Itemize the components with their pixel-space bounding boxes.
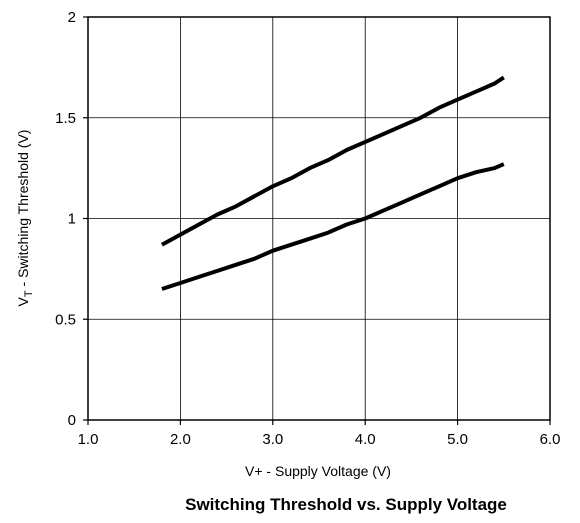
y-tick-label: 1 [68,211,76,228]
series-line-1 [160,75,505,247]
y-axis-label-main: V [15,296,31,306]
y-tick-label: 0.5 [55,311,76,328]
series-layer [160,75,505,291]
y-tick-label: 0 [68,412,76,429]
x-tick-label: 6.0 [540,431,561,448]
x-axis-label: V+ - Supply Voltage (V) [245,463,391,479]
y-tick-label: 1.5 [55,110,76,127]
tick-marks [83,16,551,425]
chart-title: Switching Threshold vs. Supply Voltage [185,495,507,514]
y-tick-labels: 0 0.5 1 1.5 2 [55,9,76,429]
y-axis-label-rest: - Switching Threshold (V) [15,130,31,291]
y-axis-label-subscript: T [23,290,35,297]
series-line-2 [161,162,505,291]
x-tick-labels: 1.0 2.0 3.0 4.0 5.0 6.0 [78,431,561,448]
grid [87,16,551,421]
x-tick-label: 4.0 [355,431,376,448]
x-tick-label: 1.0 [78,431,99,448]
x-tick-label: 5.0 [447,431,468,448]
y-axis-label: VT - Switching Threshold (V) [15,130,35,307]
y-tick-label: 2 [68,9,76,26]
x-tick-label: 2.0 [170,431,191,448]
x-tick-label: 3.0 [262,431,283,448]
